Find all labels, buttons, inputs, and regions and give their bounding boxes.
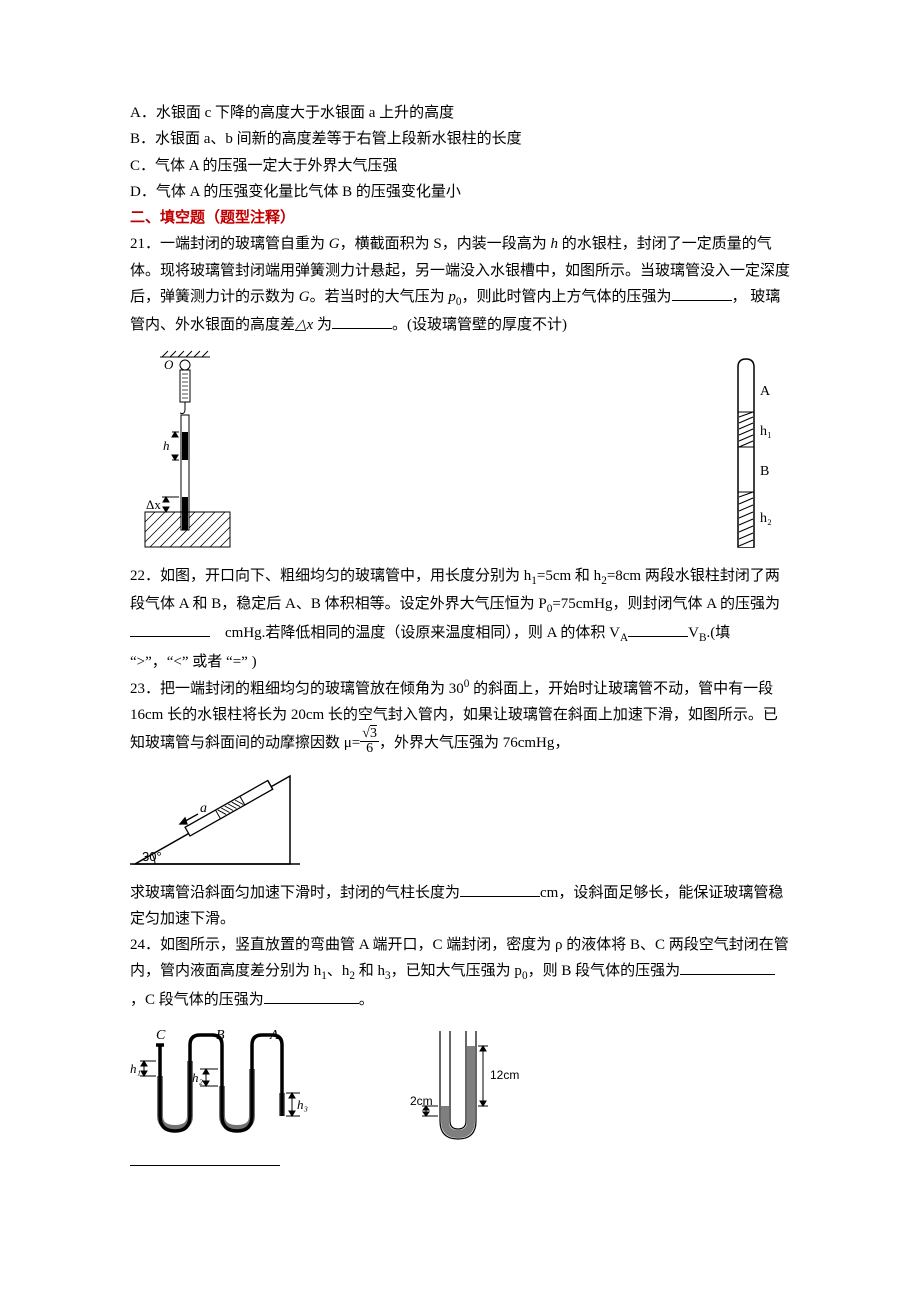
q24-t6: ，C 段气体的压强为 bbox=[130, 992, 264, 1008]
q21-t5: ，则此时管内上方气体的压强为 bbox=[462, 289, 672, 305]
q21-t1: 21．一端封闭的玻璃管自重为 bbox=[130, 236, 329, 252]
fig22-h1: h₁ bbox=[760, 424, 772, 439]
figure-23: a 30° bbox=[130, 764, 790, 874]
q20-opt-a: A．水银面 c 下降的高度大于水银面 a 上升的高度 bbox=[130, 100, 790, 126]
q24-blank2 bbox=[264, 988, 359, 1004]
q23-text: 23．把一端封闭的粗细均匀的玻璃管放在倾角为 300 的斜面上，开始时让玻璃管不… bbox=[130, 675, 790, 758]
section-2-heading: 二、填空题（题型注释） bbox=[130, 205, 790, 231]
q23-t1: 23．把一端封闭的粗细均匀的玻璃管放在倾角为 30 bbox=[130, 681, 464, 697]
q21-blank1 bbox=[672, 285, 732, 301]
figure-24-rule bbox=[130, 1165, 280, 1166]
q24-blank1 bbox=[680, 959, 775, 975]
fig24-h2: h₂ bbox=[192, 1070, 204, 1085]
q20-opt-b: B．水银面 a、b 间新的高度差等于右管上段新水银柱的长度 bbox=[130, 126, 790, 152]
fig22-B: B bbox=[760, 464, 769, 479]
q22-unit: cmHg.若降低相同的温度（设原来温度相同），则 A 的体积 V bbox=[225, 625, 620, 641]
q21-G2: G bbox=[299, 289, 310, 305]
q23-frac: √36 bbox=[360, 727, 379, 756]
q21-text: 21．一端封闭的玻璃管自重为 G，横截面积为 S，内装一段高为 h 的水银柱，封… bbox=[130, 231, 790, 338]
q22-t4: =75cmHg，则封闭气体 A 的压强为 bbox=[552, 596, 780, 612]
fig22-A: A bbox=[760, 384, 771, 399]
q22-blank1 bbox=[130, 621, 210, 637]
fig25-12: 12cm bbox=[490, 1068, 519, 1082]
fig21-O: O bbox=[164, 357, 174, 372]
q21-blank2 bbox=[332, 313, 392, 329]
fig24-h1: h₁ bbox=[130, 1061, 141, 1076]
q21-dx: △x bbox=[295, 317, 313, 333]
q24-t5: ，则 B 段气体的压强为 bbox=[528, 963, 681, 979]
q22-t2: =5cm 和 h bbox=[537, 568, 601, 584]
figure-24: C B A bbox=[130, 1021, 310, 1166]
q23-t3: ，外界大气压强为 76cmHg， bbox=[379, 734, 569, 750]
q21-t7: 为 bbox=[313, 317, 332, 333]
q20-opt-c: C．气体 A 的压强一定大于外界大气压强 bbox=[130, 153, 790, 179]
fig23-a: a bbox=[200, 801, 207, 816]
q23b-t1: 求玻璃管沿斜面匀加速下滑时，封闭的气柱长度为 bbox=[130, 885, 460, 901]
q22-blank2 bbox=[628, 621, 688, 637]
q22-sA: A bbox=[620, 632, 628, 644]
figure-row-21-22: O bbox=[130, 347, 790, 557]
q24-t7: 。 bbox=[359, 992, 374, 1008]
q21-h: h bbox=[550, 236, 558, 252]
q23-radnum: 3 bbox=[370, 726, 377, 741]
fig21-h: h bbox=[163, 438, 170, 453]
q21-t8: 。(设玻璃管壁的厚度不计) bbox=[392, 317, 567, 333]
q23-den: 6 bbox=[360, 742, 379, 756]
q21-t4: 。若当时的大气压为 bbox=[310, 289, 449, 305]
fig23-angle: 30° bbox=[142, 849, 162, 864]
q21-t2: ，横截面积为 S，内装一段高为 bbox=[340, 236, 551, 252]
q24-text: 24．如图所示，竖直放置的弯曲管 A 端开口，C 端封闭，密度为 ρ 的液体将 … bbox=[130, 932, 790, 1013]
fig24-h3: h₃ bbox=[297, 1097, 308, 1112]
fig24-C: C bbox=[156, 1028, 166, 1043]
q21-G: G bbox=[329, 236, 340, 252]
q22-t1: 22．如图，开口向下、粗细均匀的玻璃管中，用长度分别为 h bbox=[130, 568, 531, 584]
q22-t5: V bbox=[688, 625, 699, 641]
q22-text: 22．如图，开口向下、粗细均匀的玻璃管中，用长度分别为 h1=5cm 和 h2=… bbox=[130, 563, 790, 675]
figure-25: 12cm 2cm bbox=[410, 1021, 530, 1151]
q21-p0: p bbox=[448, 289, 456, 305]
fig21-dx: Δx bbox=[146, 497, 161, 512]
fig22-h2: h₂ bbox=[760, 511, 772, 526]
figure-22: A h₁ B h₂ bbox=[720, 357, 790, 557]
q23b-text: 求玻璃管沿斜面匀加速下滑时，封闭的气柱长度为cm，设斜面足够长，能保证玻璃管稳定… bbox=[130, 880, 790, 933]
q24-t2: 、h bbox=[327, 963, 350, 979]
q24-t4: ，已知大气压强为 p bbox=[391, 963, 522, 979]
figure-21: O bbox=[130, 347, 240, 557]
q24-t3: 和 h bbox=[355, 963, 385, 979]
figure-row-24-25: C B A bbox=[130, 1021, 790, 1166]
q23b-blank bbox=[460, 881, 540, 897]
q20-opt-d: D．气体 A 的压强变化量比气体 B 的压强变化量小 bbox=[130, 179, 790, 205]
fig25-2: 2cm bbox=[410, 1094, 433, 1108]
